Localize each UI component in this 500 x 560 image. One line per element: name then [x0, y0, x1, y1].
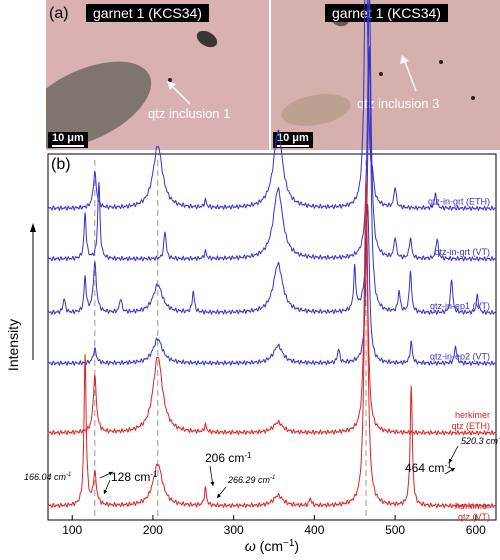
annotation-arrowhead	[449, 458, 453, 463]
peak-annotation: 464 cm-1	[405, 461, 452, 475]
micrograph-title: garnet 1 (KCS34)	[325, 4, 448, 22]
x-tick-label: 500	[385, 523, 405, 537]
peak-annotation: 166.04 cm-1	[24, 472, 71, 482]
x-tick-label: 400	[304, 523, 324, 537]
series-label: qtz (VT)	[458, 512, 490, 522]
x-tick-label: 100	[62, 523, 82, 537]
panel-b-label: (b)	[51, 156, 71, 173]
series-label: herkimer	[455, 410, 490, 420]
annotation-arrowhead	[450, 468, 455, 472]
micrograph-title: garnet 1 (KCS34)	[86, 4, 209, 22]
x-tick-label: 300	[224, 523, 244, 537]
intensity-arrowhead	[30, 223, 36, 232]
spectrum-line	[47, 182, 497, 436]
qtz-inclusion-marker	[379, 72, 383, 76]
annotation-arrowhead	[108, 471, 113, 476]
arrow-icon	[400, 55, 417, 92]
x-tick-label: 200	[143, 523, 163, 537]
inclusion-label: qtz inclusion 1	[148, 106, 231, 121]
annotation-arrowhead	[210, 481, 215, 486]
spectrum-line	[47, 174, 497, 509]
series-label: qtz (ETH)	[451, 421, 490, 431]
qtz-inclusion-marker	[168, 78, 172, 82]
peak-annotation: 520.3 cm-1	[461, 436, 500, 446]
series-label: qtz-in-grt (VT)	[434, 247, 490, 257]
inclusion-label: qtz inclusion 3	[357, 96, 440, 111]
plot-frame	[47, 153, 497, 521]
spectrum-line	[47, 46, 497, 316]
peak-annotation: 266.29 cm-1	[227, 475, 275, 485]
x-axis-label: ω (cm−1)	[245, 538, 299, 554]
y-axis-label: Intensity	[5, 319, 21, 371]
micrograph-right: garnet 1 (KCS34) qtz inclusion 3 10 μm	[271, 0, 500, 150]
panel-a-label: (a)	[49, 5, 69, 22]
x-tick-label: 600	[466, 523, 486, 537]
spectrum-line	[47, 0, 497, 262]
spectrum-line	[47, 204, 497, 367]
series-label: herkimer	[455, 501, 490, 511]
dark-speck	[439, 60, 443, 64]
peak-annotation: 128 cm-1	[111, 470, 158, 484]
annotation-arrowhead	[103, 489, 108, 494]
scale-bar: 10 μm	[48, 132, 88, 148]
peak-annotation: 206 cm-1	[205, 451, 252, 465]
spectrum-line	[47, 0, 497, 212]
micrograph-left: garnet 1 (KCS34) qtz inclusion 1 10 μm	[46, 0, 269, 150]
series-label: qtz-in-grt (ETH)	[428, 197, 490, 207]
annotation-arrowhead	[217, 493, 222, 498]
arrow-icon	[167, 81, 191, 105]
series-label: qtz-in-ep2 (VT)	[430, 351, 490, 361]
dark-speck	[471, 96, 475, 100]
scale-bar: 10 μm	[273, 132, 313, 148]
series-label: qtz-in-ep1 (VT)	[430, 301, 490, 311]
